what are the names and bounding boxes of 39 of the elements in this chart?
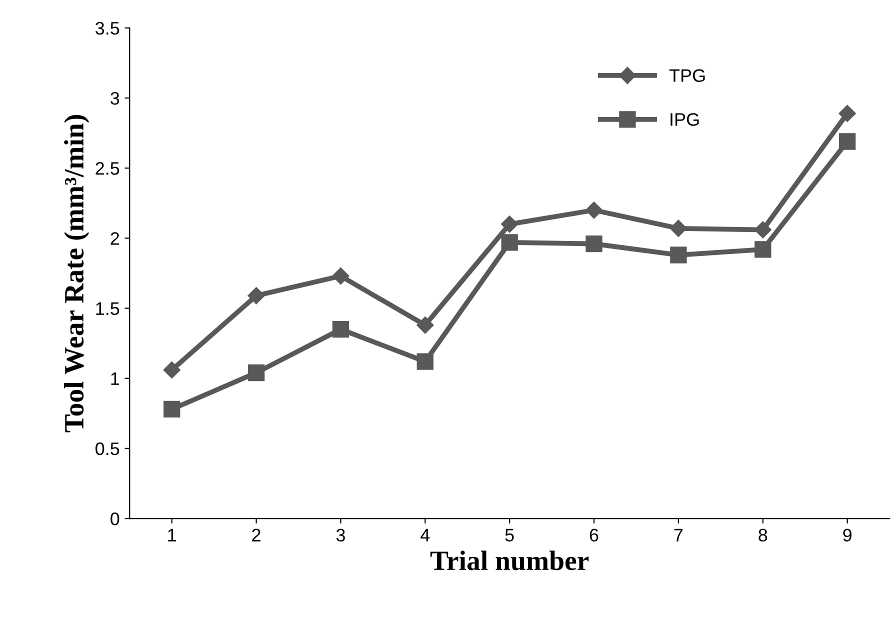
x-tick-label: 5 [505,528,514,542]
point [838,133,856,150]
point [163,361,180,379]
point [501,216,518,233]
x-tick-label: 3 [336,528,345,542]
y-tick-label: 3 [110,92,120,105]
point [332,320,350,338]
point [754,221,772,238]
x-tick-label: 9 [843,528,852,542]
x-tick-label: 1 [168,528,176,542]
y-axis-title: Tool Wear Rate (mm³/min) [64,115,90,432]
point [248,364,265,382]
point [416,316,434,334]
x-axis-title: Trial number [430,550,589,570]
point [248,287,265,304]
x-tick-label: 6 [590,528,598,542]
x-tick-label: 8 [758,528,768,542]
point [670,246,687,264]
point [838,104,856,122]
point [332,267,350,285]
x-tick-label: 4 [420,528,430,542]
y-tick-label: 2.5 [96,162,120,175]
legend-label: TPG [669,69,705,82]
point [501,234,518,251]
y-tick-label: 0 [110,512,120,526]
y-tick-label: 2 [110,232,119,245]
y-tick-label: 0.5 [96,442,120,456]
point [416,353,434,370]
point [585,202,603,219]
y-tick-label: 3.5 [96,22,120,35]
point [670,220,687,237]
y-tick-label: 1.5 [96,302,120,315]
x-tick-label: 2 [252,528,260,542]
y-tick-label: 1 [111,372,120,385]
point [754,241,772,258]
point [164,400,180,418]
x-tick-label: 7 [674,528,683,542]
legend-label: IPG [670,113,699,126]
point [586,235,602,252]
